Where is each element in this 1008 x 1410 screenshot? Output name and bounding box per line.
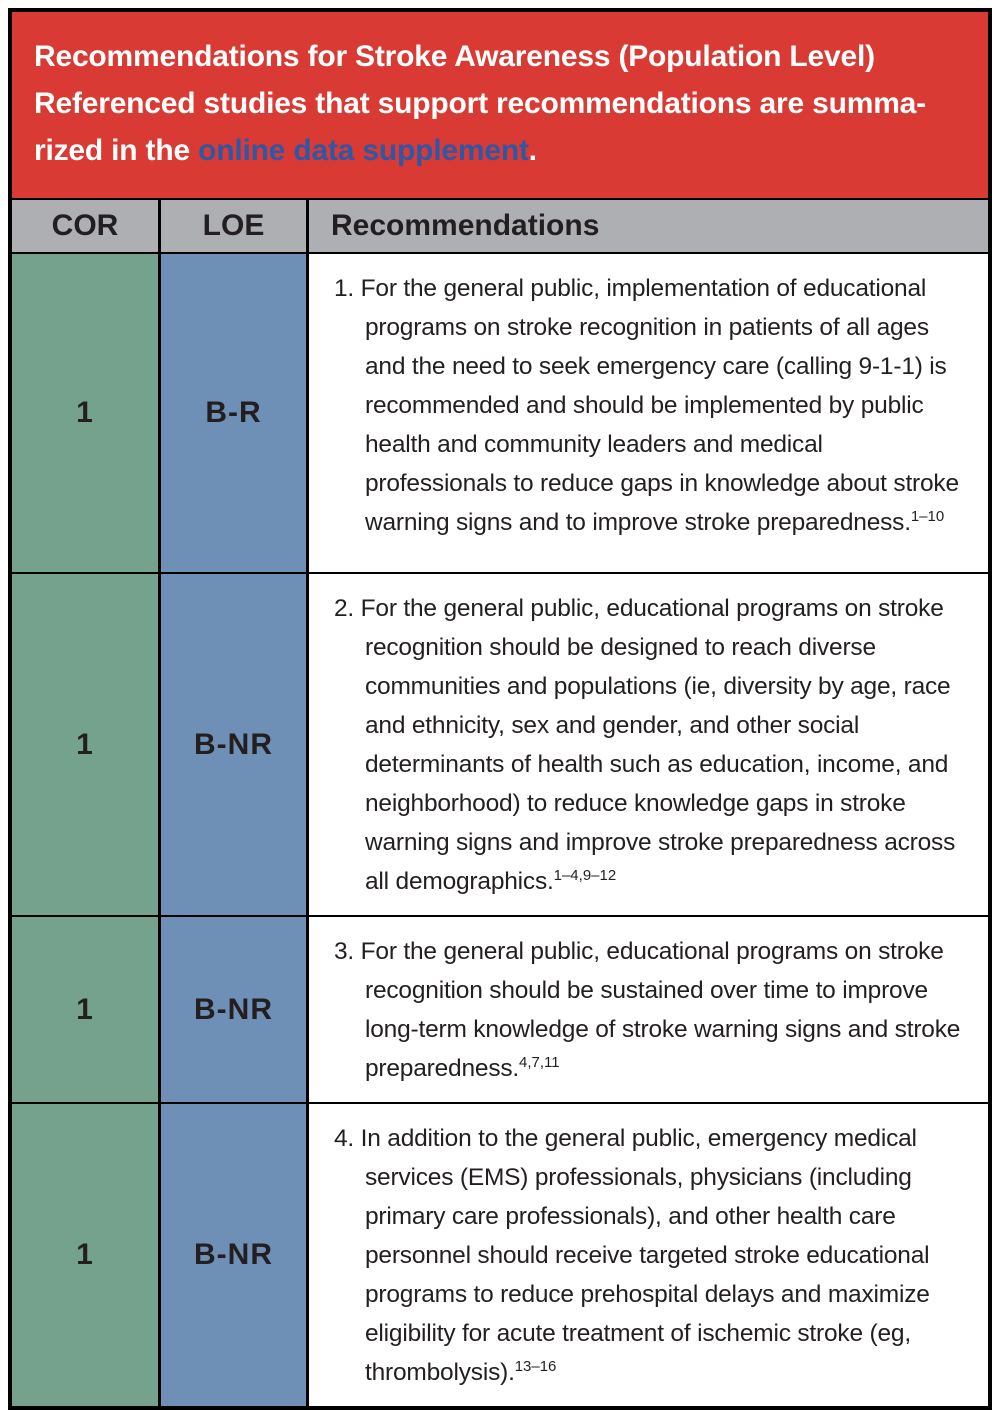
recommendation-item: 3. For the general public, educational p… [334, 932, 970, 1088]
reference-citations: 13–16 [514, 1358, 557, 1375]
reference-citations: 1–4,9–12 [553, 867, 617, 884]
recommendation-item: 4. In addition to the general public, em… [334, 1119, 970, 1392]
table-caption-banner: Recommendations for Stroke Awareness (Po… [12, 12, 988, 200]
reference-citations: 4,7,11 [519, 1054, 560, 1071]
column-header-recommendations: Recommendations [306, 200, 988, 252]
loe-cell: B-R [158, 252, 306, 572]
recommendation-table-figure: Recommendations for Stroke Awareness (Po… [8, 8, 992, 1410]
recommendation-table-panel: Recommendations for Stroke Awareness (Po… [8, 8, 992, 1410]
recommendation-text: 4. In addition to the general public, em… [334, 1125, 930, 1386]
recommendations-table: COR LOE Recommendations 1 B-R 1. For the… [12, 200, 988, 1406]
table-title: Recommendations for Stroke Awareness (Po… [34, 40, 875, 73]
cor-cell: 1 [12, 252, 158, 572]
reference-citations: 1–10 [910, 508, 945, 525]
recommendation-item: 2. For the general public, educational p… [334, 589, 970, 901]
recommendation-cell: 3. For the general public, educational p… [306, 915, 988, 1102]
recommendation-cell: 1. For the general public, implementatio… [306, 252, 988, 572]
loe-cell: B-NR [158, 915, 306, 1102]
recommendation-text: 3. For the general public, educational p… [334, 938, 961, 1082]
cor-cell: 1 [12, 915, 158, 1102]
loe-cell: B-NR [158, 572, 306, 915]
column-header-loe: LOE [158, 200, 306, 252]
recommendation-cell: 4. In addition to the general public, em… [306, 1102, 988, 1406]
table-caption-period: . [528, 134, 537, 167]
recommendation-text: 1. For the general public, implementatio… [334, 275, 959, 536]
column-header-cor: COR [12, 200, 158, 252]
cor-cell: 1 [12, 572, 158, 915]
table-caption-text: Referenced studies that support recommen… [34, 87, 927, 167]
loe-cell: B-NR [158, 1102, 306, 1406]
recommendation-cell: 2. For the general public, educational p… [306, 572, 988, 915]
online-data-supplement-link[interactable]: online data supplement [198, 134, 529, 167]
recommendation-item: 1. For the general public, implementatio… [334, 269, 970, 542]
cor-cell: 1 [12, 1102, 158, 1406]
recommendation-text: 2. For the general public, educational p… [334, 595, 956, 895]
